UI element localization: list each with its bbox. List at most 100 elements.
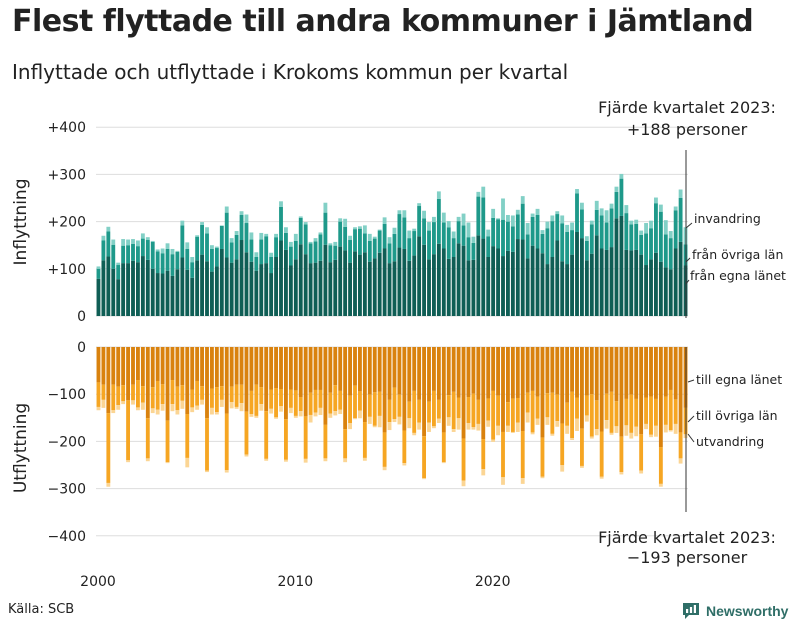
in-bar-från-övriga-län <box>338 221 343 247</box>
out-bar-till-övriga-län <box>545 393 550 418</box>
out-bar-till-övriga-län <box>639 434 644 471</box>
in-bar-från-övriga-län <box>358 228 362 255</box>
label-fran-egna-lanet-leader <box>685 279 690 285</box>
out-bar-till-egna-länet <box>170 347 175 381</box>
out-bar-till-egna-länet <box>417 347 422 400</box>
label-utvandring: utvandring <box>696 434 764 449</box>
out-bar-till-egna-länet <box>589 347 594 395</box>
in-ytick-label: +100 <box>48 262 86 278</box>
out-annotation-line1: Fjärde kvartalet 2023: <box>598 528 776 547</box>
out-bar-till-egna-länet <box>313 347 318 390</box>
in-bar-från-övriga-län <box>101 240 106 261</box>
in-bar-från-övriga-län <box>446 227 451 259</box>
in-bar-från-övriga-län <box>259 239 264 265</box>
in-bar-från-övriga-län <box>540 233 545 254</box>
in-bar-från-övriga-län <box>644 233 648 266</box>
in-bar-från-övriga-län <box>269 257 274 274</box>
out-bar-utvandring <box>298 411 303 417</box>
out-bar-till-övriga-län <box>249 390 254 415</box>
in-bar-från-egna-länet <box>175 269 180 316</box>
out-bar-utvandring <box>101 399 106 408</box>
out-bar-till-övriga-län <box>323 424 328 459</box>
out-bar-till-egna-länet <box>654 347 658 399</box>
out-bar-till-egna-länet <box>580 347 584 429</box>
in-bar-från-övriga-län <box>555 214 560 241</box>
in-ytick-label: 0 <box>77 309 86 325</box>
in-bar-från-övriga-län <box>126 245 130 264</box>
out-bar-till-egna-länet <box>668 347 673 390</box>
out-bar-till-egna-länet <box>456 347 461 398</box>
out-bar-till-egna-länet <box>234 347 239 385</box>
out-bar-till-övriga-län <box>367 394 372 417</box>
in-bar-från-egna-länet <box>530 245 535 316</box>
out-bar-till-egna-länet <box>116 347 121 387</box>
out-bar-till-övriga-län <box>180 385 185 401</box>
out-bar-utvandring <box>200 399 204 405</box>
label-fran-egna-lanet: från egna länet <box>690 268 786 283</box>
out-bar-till-övriga-län <box>313 389 318 413</box>
in-bar-invandring <box>530 213 535 217</box>
out-bar-utvandring <box>333 411 338 416</box>
out-bar-utvandring <box>550 433 555 436</box>
in-bar-från-egna-länet <box>550 257 555 316</box>
out-bar-till-övriga-län <box>614 401 619 427</box>
in-bar-från-övriga-län <box>560 223 565 262</box>
out-bar-till-övriga-län <box>451 391 456 430</box>
out-bar-utvandring <box>239 403 244 412</box>
in-bar-invandring <box>412 228 417 232</box>
in-bar-från-övriga-län <box>506 221 510 251</box>
in-bar-från-övriga-län <box>663 234 668 268</box>
in-bar-från-egna-länet <box>471 259 476 316</box>
in-bar-från-övriga-län <box>476 196 481 236</box>
in-bar-från-övriga-län <box>219 225 224 249</box>
in-bar-från-övriga-län <box>392 233 397 262</box>
in-bar-invandring <box>264 233 269 237</box>
label-fran-ovriga-lan-leader <box>685 257 691 263</box>
out-ytick-label: −300 <box>48 482 86 498</box>
out-bar-utvandring <box>639 470 644 474</box>
in-bar-från-övriga-län <box>279 206 283 241</box>
in-bar-från-egna-länet <box>214 266 219 316</box>
in-bar-från-övriga-län <box>466 237 471 261</box>
in-bar-från-egna-länet <box>535 248 540 316</box>
out-bar-till-övriga-län <box>377 391 382 416</box>
in-bar-från-övriga-län <box>165 248 170 271</box>
out-bar-till-övriga-län <box>318 389 323 408</box>
out-bar-utvandring <box>436 418 441 423</box>
out-bar-till-övriga-län <box>96 382 101 407</box>
out-bar-till-övriga-län <box>654 398 658 426</box>
out-bar-till-övriga-län <box>530 390 535 433</box>
in-bar-från-egna-länet <box>205 261 209 316</box>
out-bar-till-egna-länet <box>259 347 264 388</box>
out-bar-till-egna-länet <box>244 347 249 412</box>
in-bar-från-egna-länet <box>619 215 624 316</box>
in-bar-invandring <box>441 212 446 223</box>
out-bar-till-övriga-län <box>274 388 278 418</box>
in-bar-invandring <box>481 186 486 198</box>
in-ytick-label: +200 <box>48 215 86 231</box>
in-bar-från-egna-länet <box>639 254 644 316</box>
out-bar-till-övriga-län <box>441 432 446 463</box>
out-bar-utvandring <box>313 412 318 417</box>
out-bar-till-övriga-län <box>358 391 362 411</box>
in-bar-från-övriga-län <box>303 224 308 255</box>
out-bar-till-övriga-län <box>624 398 629 426</box>
out-bar-utvandring <box>210 407 214 415</box>
out-bar-utvandring <box>545 417 550 425</box>
out-bar-till-egna-länet <box>96 347 101 383</box>
in-bar-invandring <box>634 219 639 224</box>
out-bar-till-egna-länet <box>288 347 293 390</box>
out-bar-till-egna-länet <box>609 347 614 392</box>
out-bar-till-egna-länet <box>427 347 431 402</box>
out-bar-utvandring <box>328 413 333 418</box>
in-bar-från-egna-länet <box>663 267 668 316</box>
out-bar-utvandring <box>510 431 515 433</box>
in-bar-invandring <box>560 215 565 224</box>
in-bar-från-egna-länet <box>461 245 466 316</box>
in-bar-invandring <box>382 217 387 224</box>
out-bar-till-övriga-län <box>185 414 190 458</box>
out-bar-till-egna-länet <box>353 347 357 386</box>
in-bar-invandring <box>407 230 412 239</box>
out-bar-till-övriga-län <box>126 400 130 461</box>
